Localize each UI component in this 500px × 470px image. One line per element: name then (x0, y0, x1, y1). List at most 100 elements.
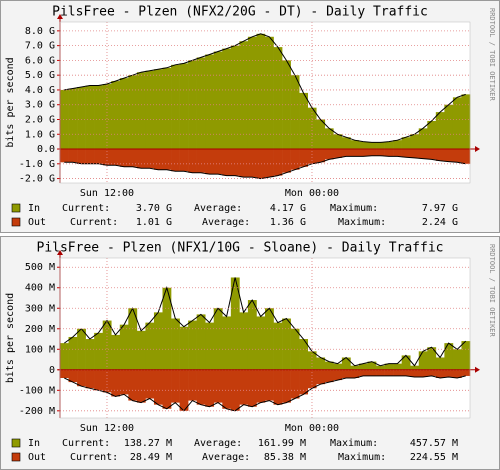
area-sample (290, 369, 300, 399)
area-sample (119, 324, 129, 370)
area-sample (256, 33, 266, 150)
area-sample (68, 149, 78, 163)
area-sample (77, 369, 86, 387)
area-sample (427, 149, 437, 160)
y-axis-label: bits per second (5, 293, 16, 383)
area-sample (196, 314, 206, 370)
area-sample (230, 149, 240, 176)
stat-label: Average: (194, 438, 242, 449)
stat-label: Maximum: (338, 452, 386, 463)
area-sample (128, 308, 138, 370)
stat-value: 138.27 M (124, 438, 172, 449)
area-sample (350, 365, 360, 370)
plot-frame (59, 257, 471, 419)
area-sample (239, 149, 249, 178)
area-sample (265, 149, 274, 178)
area-sample (324, 369, 334, 383)
area-sample (401, 137, 411, 150)
area-sample (401, 355, 411, 370)
y-tick-label: -100 M (19, 385, 55, 396)
x-axis-arrow (475, 146, 480, 153)
area-sample (230, 45, 240, 150)
area-sample (256, 369, 266, 403)
area-sample (179, 369, 189, 411)
area-sample (68, 336, 78, 370)
area-sample (145, 369, 155, 399)
area-sample (273, 369, 283, 405)
area-sample (128, 75, 138, 150)
y-tick-label: 300 M (25, 303, 55, 314)
area-sample (376, 149, 385, 156)
side-text: RRDTOOL / TOBI OETIKER (488, 244, 496, 338)
area-sample (247, 149, 257, 178)
area-sample (350, 149, 360, 157)
stat-value: 4.17 G (270, 203, 306, 214)
area-sample (333, 149, 343, 158)
legend-swatch (11, 438, 21, 448)
stat-value: 3.70 G (136, 203, 172, 214)
area-sample (179, 63, 189, 150)
area-sample (85, 149, 95, 164)
y-tick-label: 0.0 (37, 144, 55, 155)
area-sample (333, 363, 343, 370)
area-sample (452, 369, 462, 378)
area-sample (85, 339, 95, 370)
area-sample (145, 149, 155, 169)
area-sample (444, 104, 454, 150)
x-tick-label: Mon 00:00 (285, 188, 339, 199)
area-sample (350, 140, 360, 150)
area-sample (230, 369, 240, 411)
stat-value: 1.36 G (270, 217, 306, 228)
area-sample (136, 72, 146, 150)
area-sample (188, 149, 197, 173)
area-sample (418, 351, 428, 370)
area-sample (452, 97, 462, 150)
y-axis-arrow (57, 14, 63, 19)
area-outline (64, 277, 467, 367)
area-sample (162, 287, 172, 370)
y-tick-label: -200 M (19, 406, 55, 417)
stat-label: Average: (194, 203, 242, 214)
area-sample (145, 70, 155, 150)
area-sample (94, 85, 104, 150)
area-sample (256, 316, 266, 370)
y-axis-arrow (57, 250, 63, 255)
stat-label: Current: (62, 203, 110, 214)
area-sample (427, 120, 437, 150)
y-axis-label: bits per second (5, 57, 16, 147)
area-sample (299, 149, 309, 167)
area-sample (299, 369, 309, 395)
area-sample (358, 369, 368, 376)
area-sample (316, 369, 326, 385)
area-sample (60, 89, 69, 150)
area-outline (64, 33, 466, 143)
area-sample (367, 361, 377, 370)
area-sample (324, 128, 334, 150)
area-sample (136, 330, 146, 370)
area-sample (153, 69, 163, 150)
area-sample (128, 369, 138, 401)
area-sample (196, 57, 206, 150)
area-sample (376, 142, 385, 150)
area-sample (162, 149, 172, 170)
area-sample (418, 128, 428, 150)
area-sample (444, 149, 454, 162)
area-sample (153, 149, 163, 170)
area-sample (60, 149, 69, 163)
area-sample (341, 357, 351, 370)
area-sample (222, 149, 232, 176)
area-sample (444, 369, 454, 377)
area-sample (265, 369, 274, 401)
stat-label: Current: (70, 452, 118, 463)
area-sample (102, 84, 112, 150)
area-sample (94, 149, 104, 164)
area-sample (307, 149, 317, 164)
area-sample (77, 86, 86, 150)
area-sample (162, 369, 172, 409)
area-sample (136, 149, 146, 169)
legend-label: In (28, 438, 40, 449)
area-sample (341, 149, 351, 157)
area-sample (111, 334, 121, 370)
area-sample (282, 149, 291, 173)
area-sample (145, 322, 155, 370)
